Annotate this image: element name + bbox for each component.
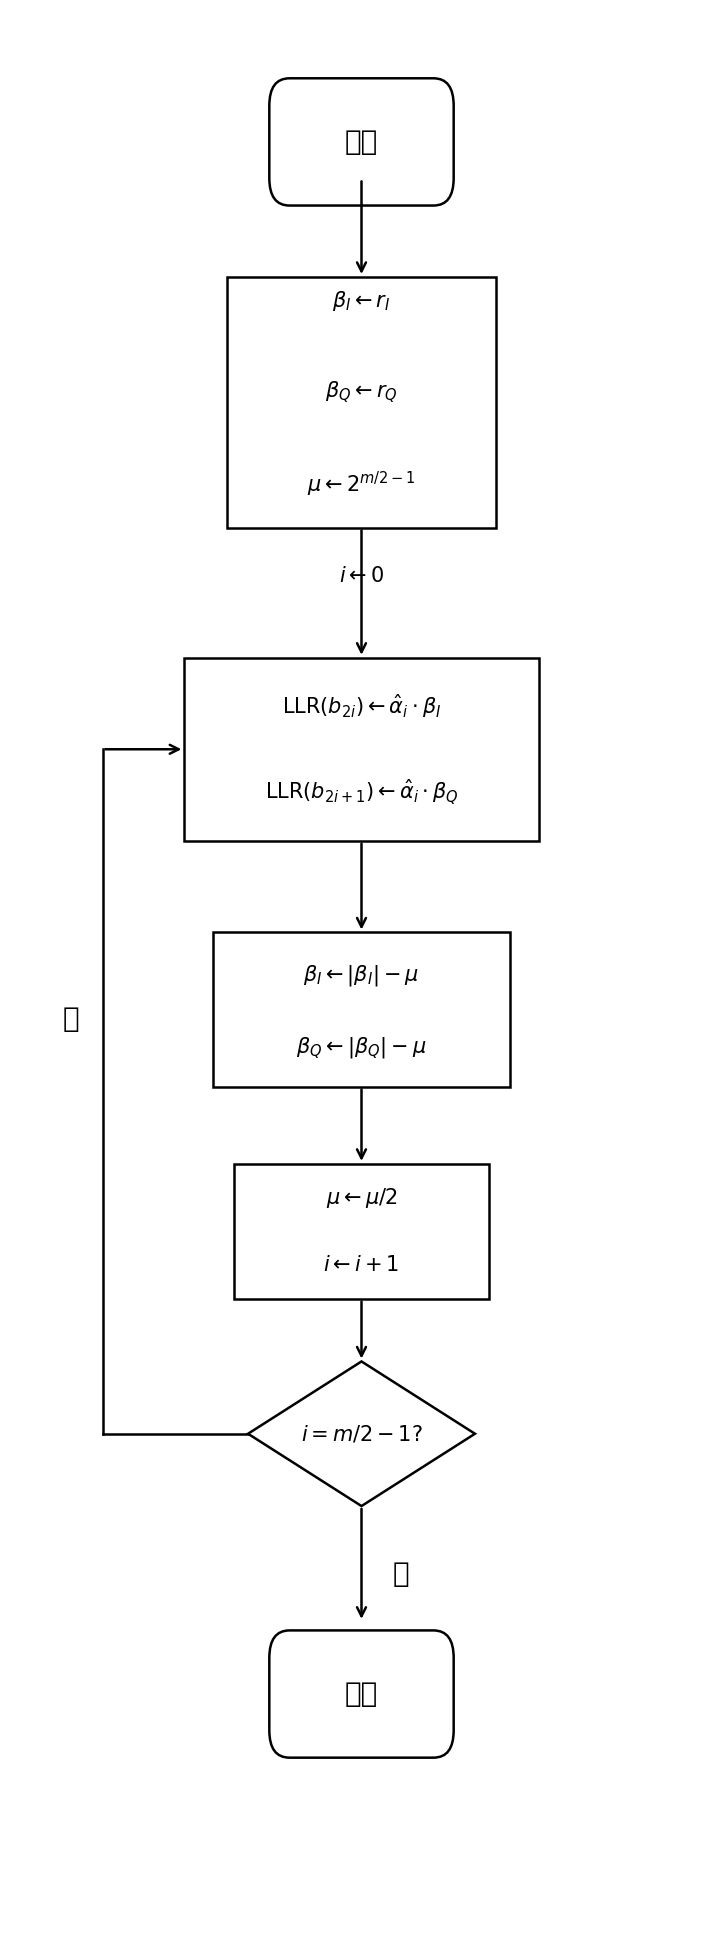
Bar — [213, 932, 510, 1088]
Text: $\mathrm{LLR}(b_{2i+1}) \leftarrow \hat{\alpha}_i \cdot \beta_Q$: $\mathrm{LLR}(b_{2i+1}) \leftarrow \hat{… — [265, 779, 458, 808]
Text: $\beta_I \leftarrow |\beta_I| - \mu$: $\beta_I \leftarrow |\beta_I| - \mu$ — [304, 963, 419, 988]
Bar — [227, 278, 496, 528]
Bar — [234, 1163, 489, 1299]
Text: 否: 否 — [62, 1006, 79, 1033]
Text: $\beta_Q \leftarrow |\beta_Q| - \mu$: $\beta_Q \leftarrow |\beta_Q| - \mu$ — [296, 1035, 427, 1060]
Text: $\mu \leftarrow \mu/2$: $\mu \leftarrow \mu/2$ — [325, 1185, 398, 1210]
Text: 结束: 结束 — [345, 1680, 378, 1709]
Bar — [184, 658, 539, 841]
Polygon shape — [248, 1361, 475, 1507]
FancyBboxPatch shape — [269, 78, 454, 206]
Text: $i \leftarrow i+1$: $i \leftarrow i+1$ — [323, 1255, 400, 1276]
Text: $\mu \leftarrow 2^{m/2-1}$: $\mu \leftarrow 2^{m/2-1}$ — [307, 470, 416, 499]
Text: $\beta_I \leftarrow r_I$: $\beta_I \leftarrow r_I$ — [333, 289, 390, 313]
Text: 是: 是 — [392, 1559, 408, 1587]
Text: $\beta_Q \leftarrow r_Q$: $\beta_Q \leftarrow r_Q$ — [325, 381, 398, 406]
Text: $\mathrm{LLR}(b_{2i}) \leftarrow \hat{\alpha}_i \cdot \beta_I$: $\mathrm{LLR}(b_{2i}) \leftarrow \hat{\a… — [282, 691, 441, 720]
Text: $i=m/2-1?$: $i=m/2-1?$ — [301, 1423, 422, 1445]
Text: 开始: 开始 — [345, 128, 378, 155]
Text: $i \leftarrow 0$: $i \leftarrow 0$ — [339, 565, 384, 586]
FancyBboxPatch shape — [269, 1631, 454, 1758]
